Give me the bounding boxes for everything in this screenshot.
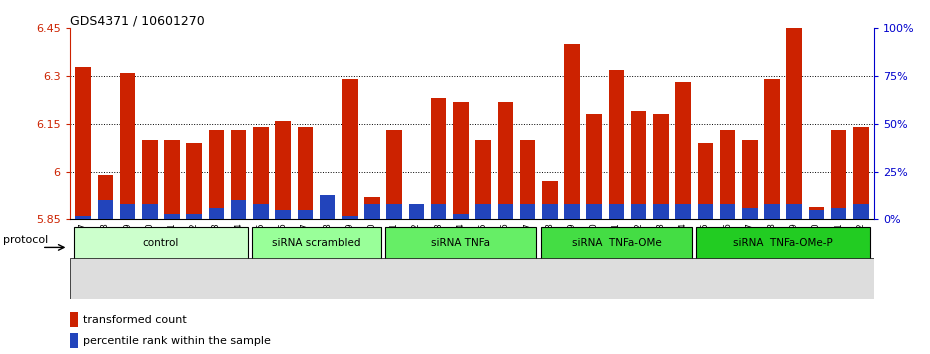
Bar	[252, 227, 381, 260]
Bar	[498, 102, 513, 219]
Text: siRNA scrambled: siRNA scrambled	[272, 238, 361, 249]
Bar	[565, 44, 579, 219]
Bar	[853, 204, 869, 219]
Text: protocol: protocol	[4, 235, 48, 245]
Text: control: control	[142, 238, 179, 249]
Bar	[853, 127, 869, 219]
Bar	[587, 204, 602, 219]
Bar	[98, 200, 113, 219]
Bar	[298, 127, 313, 219]
Bar	[431, 98, 446, 219]
Bar	[120, 73, 135, 219]
Bar	[408, 213, 424, 219]
Bar	[385, 227, 537, 260]
Bar	[698, 204, 713, 219]
Bar	[631, 204, 646, 219]
Bar	[208, 130, 224, 219]
Bar	[298, 210, 313, 219]
Bar	[142, 140, 157, 219]
Bar	[675, 82, 691, 219]
Bar	[365, 197, 379, 219]
Bar	[253, 127, 269, 219]
Bar	[453, 214, 469, 219]
Bar	[408, 204, 424, 219]
Bar	[587, 114, 602, 219]
Bar	[787, 204, 802, 219]
Bar	[720, 204, 736, 219]
Bar	[342, 216, 357, 219]
Bar	[830, 208, 846, 219]
Bar	[75, 216, 91, 219]
Bar	[675, 204, 691, 219]
Bar	[542, 181, 557, 219]
Bar	[631, 111, 646, 219]
Bar	[453, 102, 469, 219]
Bar	[742, 208, 758, 219]
Bar	[498, 204, 513, 219]
Bar	[809, 207, 824, 219]
Bar	[520, 140, 536, 219]
Bar	[70, 312, 78, 327]
Text: transformed count: transformed count	[83, 315, 187, 325]
Bar	[475, 204, 491, 219]
Text: percentile rank within the sample: percentile rank within the sample	[83, 336, 271, 346]
Bar	[475, 140, 491, 219]
Bar	[75, 67, 91, 219]
Bar	[275, 121, 291, 219]
Bar	[830, 130, 846, 219]
Bar	[787, 28, 802, 219]
Bar	[387, 204, 402, 219]
Bar	[720, 130, 736, 219]
Bar	[565, 204, 579, 219]
Bar	[165, 214, 179, 219]
Bar	[653, 204, 669, 219]
Bar	[70, 333, 78, 348]
Text: siRNA  TNFa-OMe-P: siRNA TNFa-OMe-P	[733, 238, 833, 249]
Bar	[142, 204, 157, 219]
Bar	[74, 227, 247, 260]
Bar	[698, 143, 713, 219]
Bar	[541, 227, 692, 260]
Bar	[764, 79, 779, 219]
Bar	[275, 210, 291, 219]
Bar	[120, 204, 135, 219]
Bar	[231, 200, 246, 219]
Text: GDS4371 / 10601270: GDS4371 / 10601270	[70, 14, 205, 27]
Bar	[608, 204, 624, 219]
Bar	[542, 204, 557, 219]
Bar	[431, 204, 446, 219]
Text: siRNA  TNFa-OMe: siRNA TNFa-OMe	[572, 238, 661, 249]
Bar	[742, 140, 758, 219]
Bar	[98, 175, 113, 219]
Bar	[365, 204, 379, 219]
Bar	[186, 214, 202, 219]
Bar	[231, 130, 246, 219]
Bar	[697, 227, 870, 260]
Bar	[764, 204, 779, 219]
Bar	[208, 208, 224, 219]
Bar	[186, 143, 202, 219]
Bar	[809, 210, 824, 219]
Text: siRNA TNFa: siRNA TNFa	[432, 238, 490, 249]
Bar	[320, 195, 336, 219]
Bar	[342, 79, 357, 219]
Bar	[520, 204, 536, 219]
Bar	[608, 70, 624, 219]
Bar	[253, 204, 269, 219]
Bar	[165, 140, 179, 219]
Bar	[387, 130, 402, 219]
Bar	[653, 114, 669, 219]
